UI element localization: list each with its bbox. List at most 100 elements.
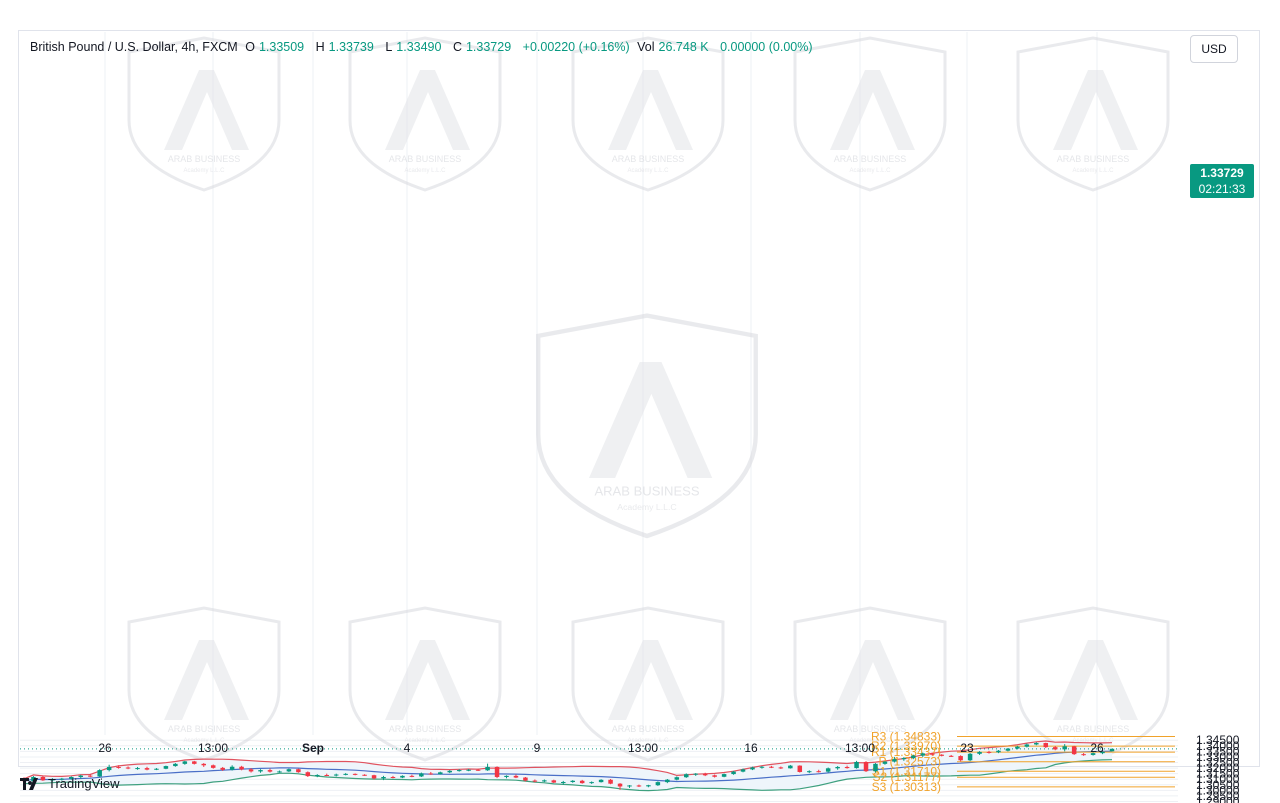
watermark-shield-icon: ARAB BUSINESS Academy L.L.C	[127, 606, 281, 762]
price-tick-label: 1.29500	[1196, 789, 1240, 803]
candle-body	[551, 780, 557, 783]
last-price-badge: 1.33729 02:21:33	[1190, 164, 1254, 198]
candle-body	[144, 768, 150, 770]
candle	[873, 763, 878, 773]
candle-body	[655, 782, 661, 786]
candle-body	[608, 779, 613, 784]
candle-body	[977, 751, 982, 754]
candle	[343, 773, 348, 776]
candle-body	[702, 773, 708, 776]
candle	[807, 770, 812, 774]
pivot-levels: R3 (1.34833)R2 (1.33970)R1 (1.33437)P (1…	[871, 730, 1175, 794]
candle-body	[892, 759, 897, 762]
candle-body	[1052, 747, 1058, 750]
candle-body	[967, 753, 973, 761]
candle	[1015, 745, 1020, 750]
pivot-label-s2: S2 (1.31177)	[873, 770, 942, 784]
price-tick-label: 1.30500	[1196, 778, 1240, 792]
candle-body	[693, 773, 698, 775]
watermark-shield-icon: ARAB BUSINESS Academy L.L.C	[571, 36, 725, 192]
candle-body	[1062, 746, 1067, 750]
candle-body	[873, 763, 878, 772]
candle	[182, 760, 188, 765]
candle	[381, 775, 386, 781]
candle	[40, 775, 46, 781]
candle-body	[390, 776, 396, 778]
candle-body	[1034, 743, 1039, 745]
pivot-label-s3: S3 (1.30313)	[872, 780, 941, 794]
time-axis[interactable]: 26 13:00 Sep 4 9 13:00 16 13:00 23 26	[98, 741, 1104, 755]
watermark-text: ARAB BUSINESS	[389, 724, 462, 734]
watermark-shield-icon: ARAB BUSINESS Academy L.L.C	[348, 606, 502, 762]
candle-body	[154, 768, 159, 770]
price-tick-label: 1.33000	[1196, 750, 1240, 764]
candle	[655, 781, 661, 786]
candle	[769, 765, 774, 769]
time-tick-label: 4	[404, 741, 411, 755]
candle-body	[1109, 748, 1115, 752]
candle	[466, 768, 471, 772]
candle-body	[182, 761, 188, 764]
watermark-subtext: Academy L.L.C	[627, 168, 669, 174]
candle-body	[684, 774, 689, 778]
candle-body	[882, 761, 888, 764]
currency-button[interactable]: USD	[1190, 35, 1238, 63]
watermark-shield-icon: ARAB BUSINESS Academy L.L.C	[793, 606, 947, 762]
time-tick-label: 13:00	[845, 741, 875, 755]
watermark-text: ARAB BUSINESS	[612, 154, 685, 164]
bar-countdown: 02:21:33	[1198, 182, 1246, 196]
candle-body	[561, 782, 566, 784]
tradingview-footer[interactable]: TradingView	[20, 776, 120, 791]
candle	[50, 778, 55, 782]
candle	[532, 779, 538, 783]
candle	[551, 779, 557, 784]
time-tick-label: 13:00	[628, 741, 658, 755]
candle-body	[1071, 746, 1077, 755]
volume-value: 26.748 K	[658, 40, 709, 54]
candle	[958, 755, 963, 762]
candle-body	[456, 770, 462, 772]
candle-body	[1081, 754, 1086, 756]
open-label: O	[245, 40, 255, 54]
candle-body	[788, 765, 793, 769]
candle-body	[305, 772, 311, 777]
candle	[116, 765, 121, 769]
watermark-text: ARAB BUSINESS	[834, 724, 907, 734]
candle	[192, 760, 197, 765]
candle-body	[1005, 748, 1011, 751]
candle-body	[674, 777, 680, 780]
candle	[986, 750, 992, 754]
price-tick-label: 1.31000	[1196, 772, 1240, 786]
candle	[106, 764, 112, 772]
close-label: C	[452, 40, 462, 54]
candle-body	[513, 775, 519, 778]
candle-body	[324, 774, 329, 776]
candle	[844, 765, 850, 769]
candle-body	[78, 775, 84, 777]
volume-change: 0.00000 (0.00%)	[720, 40, 813, 54]
candle	[428, 771, 434, 775]
price-axis[interactable]: 1.345001.340001.335001.330001.325001.320…	[1196, 733, 1240, 803]
basis-line	[23, 750, 1113, 783]
candle	[504, 775, 509, 779]
candle-body	[542, 780, 547, 782]
watermark-subtext: Academy L.L.C	[617, 502, 676, 512]
candle	[561, 780, 566, 785]
candle	[627, 785, 632, 788]
candle-body	[646, 785, 651, 787]
candle-body	[258, 770, 263, 772]
candle-body	[315, 774, 320, 777]
candle-body	[409, 775, 415, 777]
candle	[163, 765, 169, 770]
watermark-subtext: Academy L.L.C	[849, 738, 891, 744]
candle-body	[438, 772, 443, 775]
candle-body	[996, 750, 1001, 753]
candle-body	[958, 756, 963, 761]
candle-body	[286, 769, 292, 772]
candle	[863, 761, 869, 772]
candle-body	[911, 755, 916, 759]
candle	[229, 765, 235, 771]
candle	[69, 776, 74, 780]
